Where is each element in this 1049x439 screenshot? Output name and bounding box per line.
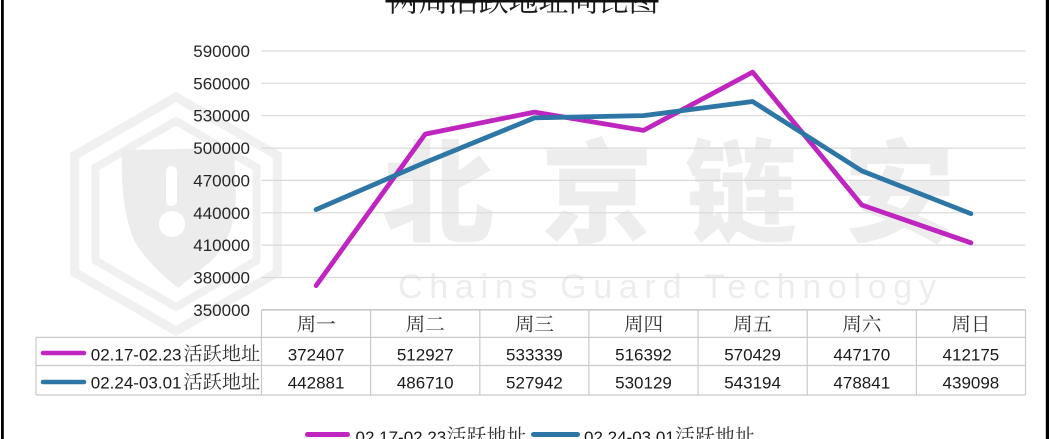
svg-text:478841: 478841 (833, 374, 890, 393)
svg-text:590000: 590000 (193, 42, 250, 61)
svg-text:543194: 543194 (724, 374, 781, 393)
svg-text:Chains Guard Technology: Chains Guard Technology (398, 268, 943, 306)
svg-text:410000: 410000 (193, 236, 250, 255)
svg-text:470000: 470000 (193, 171, 250, 190)
svg-text:530000: 530000 (193, 107, 250, 126)
svg-text:02.17-02.23: 02.17-02.23 (91, 345, 182, 364)
svg-text:570429: 570429 (724, 345, 781, 364)
svg-text:380000: 380000 (193, 269, 250, 288)
svg-text:500000: 500000 (193, 139, 250, 158)
svg-text:02.24-03.01: 02.24-03.01 (91, 374, 182, 393)
svg-text:560000: 560000 (193, 74, 250, 93)
svg-text:372407: 372407 (288, 345, 345, 364)
svg-text:440000: 440000 (193, 204, 250, 223)
svg-text:439098: 439098 (943, 374, 1000, 393)
svg-text:516392: 516392 (615, 345, 672, 364)
svg-text:02.24-03.01: 02.24-03.01 (584, 428, 675, 439)
svg-text:02.17-02.23: 02.17-02.23 (356, 428, 447, 439)
svg-text:530129: 530129 (615, 374, 672, 393)
svg-text:447170: 447170 (833, 345, 890, 364)
svg-text:442881: 442881 (288, 374, 345, 393)
svg-text:486710: 486710 (397, 374, 454, 393)
svg-text:350000: 350000 (193, 301, 250, 320)
svg-text:412175: 412175 (943, 345, 1000, 364)
svg-text:527942: 527942 (506, 374, 563, 393)
svg-text:512927: 512927 (397, 345, 454, 364)
svg-text:533339: 533339 (506, 345, 563, 364)
